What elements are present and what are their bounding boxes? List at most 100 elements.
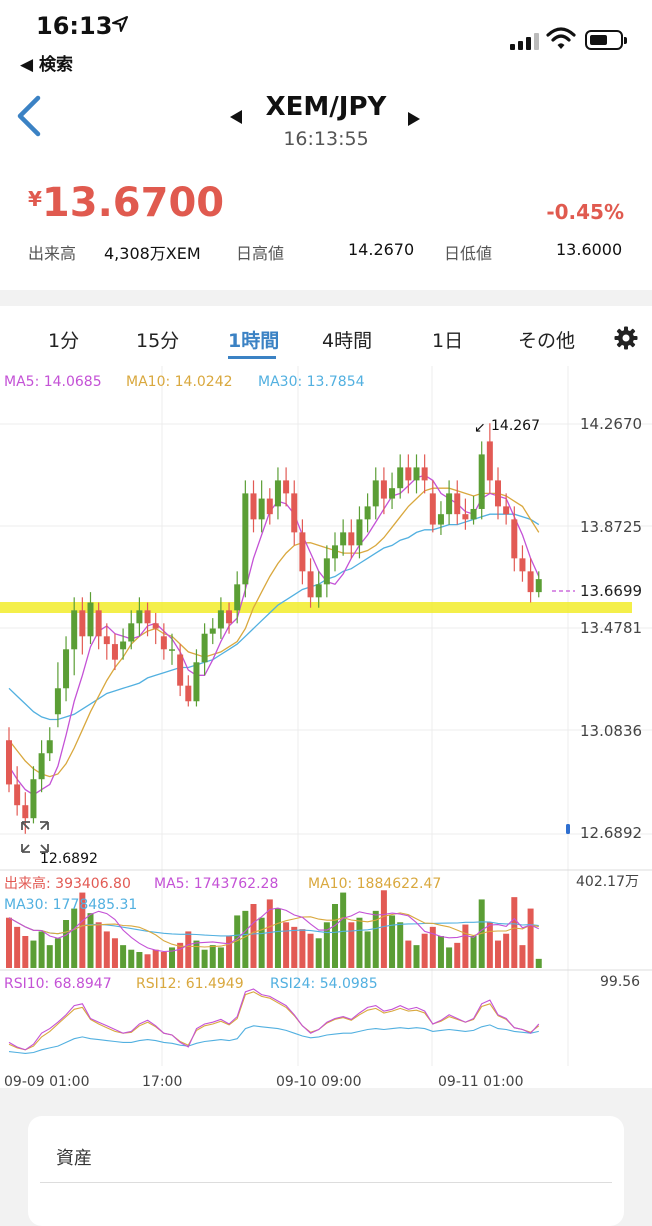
volume-bar <box>527 908 534 968</box>
candle-body <box>103 636 110 645</box>
volume-bar <box>405 940 412 968</box>
candle-body <box>340 532 347 546</box>
clock: 16:13 <box>36 12 113 40</box>
candle-body <box>30 779 37 819</box>
volume-bar <box>372 910 379 968</box>
volume-bar <box>519 945 526 968</box>
candle-body <box>250 493 257 520</box>
volume-bar <box>103 931 110 968</box>
current-price: ¥13.6700 <box>28 180 224 226</box>
cellular-signal-icon <box>510 32 540 50</box>
rsi10-legend: RSI10: 68.8947 <box>4 976 112 992</box>
tab-4hour[interactable]: 4時間 <box>322 330 373 352</box>
volume-ma-line <box>8 912 539 948</box>
volume-max-label: 402.17万 <box>576 874 639 890</box>
candle-body <box>495 480 501 507</box>
volume-bar <box>454 942 461 968</box>
volume-bar <box>274 908 281 968</box>
volume-bar <box>63 920 70 968</box>
volume-bar <box>169 947 175 968</box>
volume-bar <box>340 892 347 968</box>
rsi10-line <box>8 988 540 1051</box>
volume-bar <box>323 922 330 968</box>
volume-bar <box>495 940 501 968</box>
volume-ma-line <box>8 907 540 953</box>
location-arrow-icon <box>112 16 128 32</box>
candle-body <box>446 493 453 515</box>
candle-body <box>14 784 21 806</box>
volume-bar <box>120 945 127 968</box>
ma30-legend: MA30: 13.7854 <box>258 374 365 390</box>
high-label: 日高値 <box>236 244 285 263</box>
rsi24-legend: RSI24: 54.0985 <box>270 976 378 992</box>
x-tick-label: 09-11 01:00 <box>438 1074 523 1088</box>
price-value: 13.6700 <box>41 180 225 226</box>
volume-bar <box>38 931 45 968</box>
low-marker-label: 12.6892 <box>40 851 98 867</box>
price-chart[interactable]: MA5: 14.0685 MA10: 14.0242 MA30: 13.7854… <box>0 366 652 1088</box>
volume-bar <box>46 945 53 968</box>
ma10-legend: MA10: 14.0242 <box>126 374 233 390</box>
assets-title: 資産 <box>56 1148 92 1169</box>
candle-body <box>242 493 249 585</box>
volume-bar <box>79 892 86 968</box>
previous-pair-arrow-icon[interactable] <box>230 110 242 124</box>
high-marker-label: 14.267 <box>491 418 540 434</box>
volume-bar <box>160 952 167 968</box>
candle-body <box>356 519 363 546</box>
candle-body <box>128 623 135 642</box>
low-value: 13.6000 <box>556 240 623 259</box>
ma10-line <box>8 487 540 778</box>
last-price-label: 13.6699 <box>580 582 642 600</box>
candle-body <box>258 498 265 520</box>
tab-1min[interactable]: 1分 <box>48 330 80 352</box>
candle-body <box>46 740 53 754</box>
assets-divider <box>40 1182 612 1183</box>
battery-icon <box>585 30 627 50</box>
tab-1day[interactable]: 1日 <box>432 330 464 352</box>
back-to-search[interactable]: ◀ 検索 <box>20 55 73 75</box>
volume-bar <box>111 938 118 968</box>
volume-bar <box>437 936 444 968</box>
next-pair-arrow-icon[interactable] <box>408 112 420 126</box>
candle-body <box>462 514 469 520</box>
support-highlight <box>0 602 632 613</box>
candle-body <box>111 644 118 660</box>
volume-bar <box>144 954 151 968</box>
volume-bar <box>242 910 249 968</box>
volume-bar <box>429 926 436 968</box>
candle-body <box>397 467 404 489</box>
candle-body <box>169 649 175 651</box>
volume-bar <box>250 904 257 968</box>
chart-grid <box>0 366 652 1066</box>
low-label: 日低値 <box>444 244 493 263</box>
tab-more[interactable]: その他 <box>518 330 576 352</box>
back-chevron-icon[interactable] <box>14 94 44 138</box>
candle-body <box>6 740 12 785</box>
volume-bar <box>389 915 396 968</box>
candle-body <box>527 571 534 593</box>
volume-bar <box>185 931 192 968</box>
candle-body <box>266 498 273 515</box>
volume-bar <box>462 924 469 968</box>
candle-body <box>193 662 200 702</box>
candle-body <box>79 610 86 637</box>
candle-body <box>152 623 159 629</box>
assets-card[interactable]: 資産 <box>28 1116 624 1226</box>
volume-bar <box>364 931 371 968</box>
gear-icon[interactable] <box>614 326 638 350</box>
candle-body <box>120 641 127 650</box>
volume-bar <box>6 917 12 968</box>
candle-body <box>22 805 29 819</box>
tab-15min[interactable]: 15分 <box>136 330 180 352</box>
wifi-icon <box>546 27 576 49</box>
candle-body <box>54 688 61 715</box>
volume-bar <box>397 922 404 968</box>
expand-icon <box>21 821 49 853</box>
chart-panel[interactable]: MA5: 14.0685 MA10: 14.0242 MA30: 13.7854… <box>0 366 652 1088</box>
volume-bar <box>54 938 61 968</box>
candle-body <box>405 467 412 481</box>
volume-bar <box>413 945 420 968</box>
tab-1hour[interactable]: 1時間 <box>228 330 280 352</box>
y-tick-label: 14.2670 <box>580 415 642 433</box>
